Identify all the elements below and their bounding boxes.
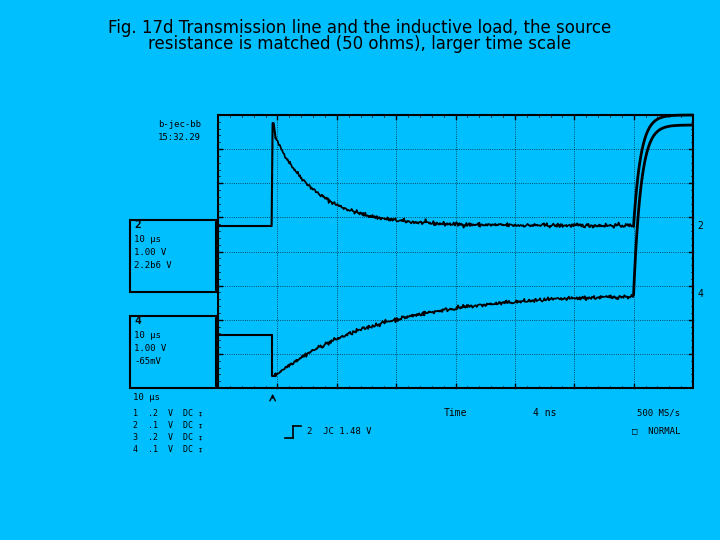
Text: □  NORMAL: □ NORMAL xyxy=(631,426,680,435)
Text: 2  JC 1.48 V: 2 JC 1.48 V xyxy=(307,428,372,436)
Text: 4 ns: 4 ns xyxy=(534,408,557,418)
Text: Fig. 17d Transmission line and the inductive load, the source: Fig. 17d Transmission line and the induc… xyxy=(109,19,611,37)
Text: 10 μs: 10 μs xyxy=(134,331,161,340)
Text: 10 μs: 10 μs xyxy=(133,393,160,402)
Bar xyxy=(130,220,216,292)
Text: 500 MS/s: 500 MS/s xyxy=(637,409,680,418)
Text: 2  .1  V  DC ↧: 2 .1 V DC ↧ xyxy=(133,421,203,430)
Text: 1.00 V: 1.00 V xyxy=(134,248,166,257)
Text: 3  .2  V  DC ↧: 3 .2 V DC ↧ xyxy=(133,433,203,442)
Text: 1  .2  V  DC ↧: 1 .2 V DC ↧ xyxy=(133,409,203,418)
Text: 4  .1  V  DC ↧: 4 .1 V DC ↧ xyxy=(133,445,203,454)
Text: 4: 4 xyxy=(134,316,140,326)
Bar xyxy=(218,115,693,388)
Bar xyxy=(130,316,216,388)
Text: Time: Time xyxy=(444,408,467,418)
Text: -65mV: -65mV xyxy=(134,357,161,366)
Text: 15:32.29: 15:32.29 xyxy=(158,133,201,142)
Text: resistance is matched (50 ohms), larger time scale: resistance is matched (50 ohms), larger … xyxy=(148,35,572,53)
Text: 10 μs: 10 μs xyxy=(134,235,161,244)
Text: 2.2b6 V: 2.2b6 V xyxy=(134,261,171,270)
Text: 2: 2 xyxy=(697,220,703,231)
Text: b-jec-bb: b-jec-bb xyxy=(158,120,201,129)
Text: 4: 4 xyxy=(697,289,703,299)
Text: 2: 2 xyxy=(134,220,140,230)
Text: 1.00 V: 1.00 V xyxy=(134,344,166,353)
